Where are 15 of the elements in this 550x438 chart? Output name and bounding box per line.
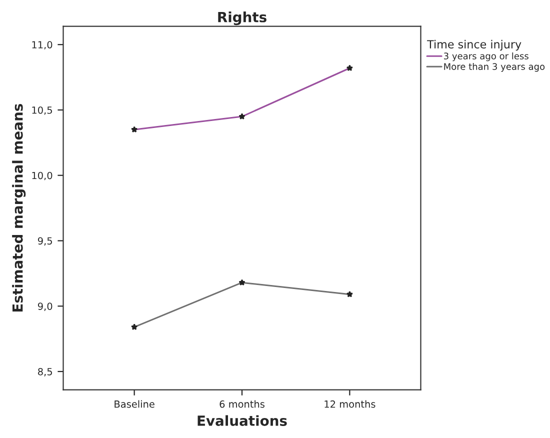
y-tick-label: 9,5 — [38, 237, 52, 246]
y-tick-label: 9,0 — [38, 302, 52, 311]
legend-title: Time since injury — [427, 40, 522, 51]
y-axis-title: Estimated marginal means — [12, 104, 26, 312]
y-tick-label: 8,5 — [38, 368, 52, 376]
legend-label: More than 3 years ago — [444, 62, 545, 72]
y-tick-label: 10,5 — [32, 106, 52, 115]
legend-label: 3 years ago or less — [444, 52, 528, 62]
chart-title: Rights — [218, 12, 266, 26]
x-axis-title: Evaluations — [198, 415, 287, 426]
y-tick-label: 10,0 — [32, 172, 52, 180]
x-tick-label: 6 months — [220, 400, 264, 408]
x-tick-label: Baseline — [114, 400, 154, 408]
y-tick-label: 11,0 — [32, 41, 52, 50]
x-tick-label: 12 months — [324, 400, 376, 408]
